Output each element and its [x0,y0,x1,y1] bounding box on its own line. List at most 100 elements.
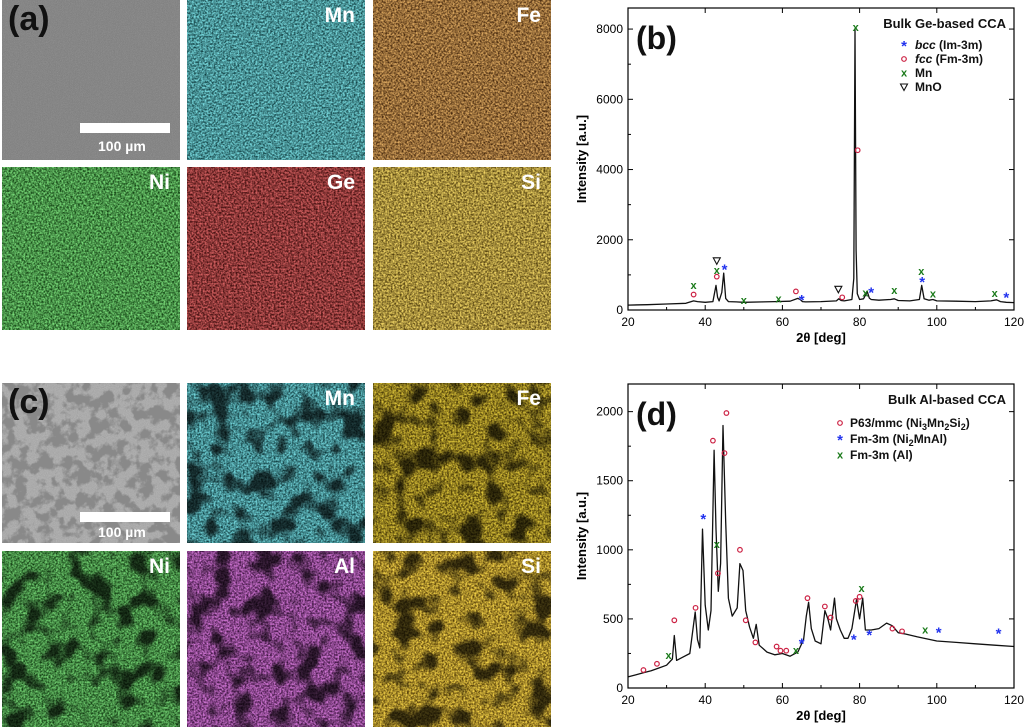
element-label-fe: Fe [516,387,541,410]
legend-entry: MnO [915,80,942,94]
panel-a-sem-image: (a) 100 µm [2,0,180,160]
peak-marker: x [714,265,721,277]
x-axis-label: 2θ [deg] [796,330,846,345]
scale-bar [80,123,170,133]
legend-entry: Mn [915,66,932,80]
x-tick-label: 20 [621,315,635,329]
eds-map-mn: Mn [187,0,365,160]
y-tick-label: 4000 [596,163,623,177]
element-label-ge: Ge [326,171,355,194]
eds-map-si: Si [373,551,551,727]
element-label-mn: Mn [324,387,355,410]
legend-marker [837,420,843,426]
peak-marker [752,639,759,646]
peak-marker: x [665,650,672,662]
peak-marker: x [992,288,999,300]
x-tick-label: 80 [853,315,867,329]
chart-title: Bulk Al-based CCA [888,392,1007,407]
x-axis-label: 2θ [deg] [796,708,846,723]
xrd-chart-b: (b) 20 40 60 80 100 120 0 2000 4000 6000 8000 2θ [de… [574,7,1024,345]
x-tick-label: 80 [853,693,867,707]
scale-bar-label: 100 µm [98,524,146,540]
peak-marker [742,617,749,624]
x-tick-label: 40 [699,315,713,329]
y-tick-label: 1000 [596,543,623,557]
peak-marker: * [799,292,805,309]
peak-marker [713,273,720,280]
legend-entry: Fm-3m (Ni2MnAl) [850,432,947,448]
element-label-al: Al [334,555,355,578]
y-tick-label: 0 [616,303,623,317]
peak-marker [692,604,699,611]
peak-marker: x [775,294,782,306]
peak-marker: x [891,285,898,297]
peak-marker [793,288,799,295]
element-label-ni: Ni [149,171,170,194]
panel-c-label: (c) [8,383,50,421]
peak-marker [640,667,647,673]
scale-bar-label: 100 µm [98,138,146,154]
panel-label: (d) [636,396,677,432]
x-tick-label: 120 [1004,315,1024,329]
panel-c-sem-image: (c) 100 µm [2,383,180,543]
peak-marker: * [866,627,872,644]
x-tick-label: 20 [621,693,635,707]
element-label-fe: Fe [516,4,541,27]
peak-marker: * [936,624,942,641]
legend-marker: x [837,450,844,462]
plot-frame [627,7,1015,311]
peak-marker [773,643,780,650]
peak-marker: x [853,22,860,34]
peak-marker [852,598,859,604]
y-axis-label: Intensity [a.u.] [574,492,589,580]
plot-frame [627,383,1015,689]
element-label-ni: Ni [149,555,170,578]
x-tick-label: 60 [776,693,790,707]
legend-entry: fcc (Fm-3m) [915,52,983,66]
panel-label: (b) [636,20,677,56]
peak-marker [671,617,678,624]
peak-marker: * [722,262,728,279]
eds-map-si: Si [373,167,551,330]
y-tick-label: 2000 [596,405,623,419]
y-tick-label: 2000 [596,233,623,247]
peak-marker [715,570,721,577]
peak-marker [821,603,828,610]
x-tick-label: 100 [927,693,947,707]
xrd-chart-d: (d) 20 40 60 80 100 120 0 500 1000 1500 2000 2θ [deg… [574,383,1024,723]
peak-marker [839,294,846,301]
eds-map-al: Al [187,551,365,727]
peak-marker [899,628,905,635]
peak-marker: x [922,624,929,636]
peak-marker: * [868,285,874,302]
peak-marker [777,647,784,654]
peak-marker: x [741,295,748,307]
panel-a-label: (a) [8,0,50,38]
peak-marker [721,450,728,456]
peak-marker: x [918,266,925,278]
x-tick-label: 60 [776,315,790,329]
y-tick-label: 0 [616,681,623,695]
peak-marker [889,625,896,632]
eds-map-ni: Ni [2,551,180,727]
legend-entry: Fm-3m (Al) [850,448,913,462]
peak-marker: x [858,583,865,595]
y-tick-label: 8000 [596,22,623,36]
peak-marker [856,593,863,600]
peak-marker: * [1003,290,1009,307]
peak-marker [712,257,722,266]
eds-map-ni: Ni [2,167,180,330]
legend-marker: * [901,38,907,55]
y-tick-label: 1500 [596,474,623,488]
peak-marker: * [799,635,805,652]
y-tick-label: 6000 [596,92,623,106]
peak-marker: * [919,274,925,291]
y-axis-label: Intensity [a.u.] [574,115,589,203]
chart-title: Bulk Ge-based CCA [883,16,1006,31]
peak-marker [690,291,697,298]
legend-marker [899,83,909,92]
y-tick-label: 500 [603,612,623,626]
peak-marker: x [793,645,800,657]
x-tick-label: 100 [927,315,947,329]
legend-entry: bcc (Im-3m) [915,38,982,52]
